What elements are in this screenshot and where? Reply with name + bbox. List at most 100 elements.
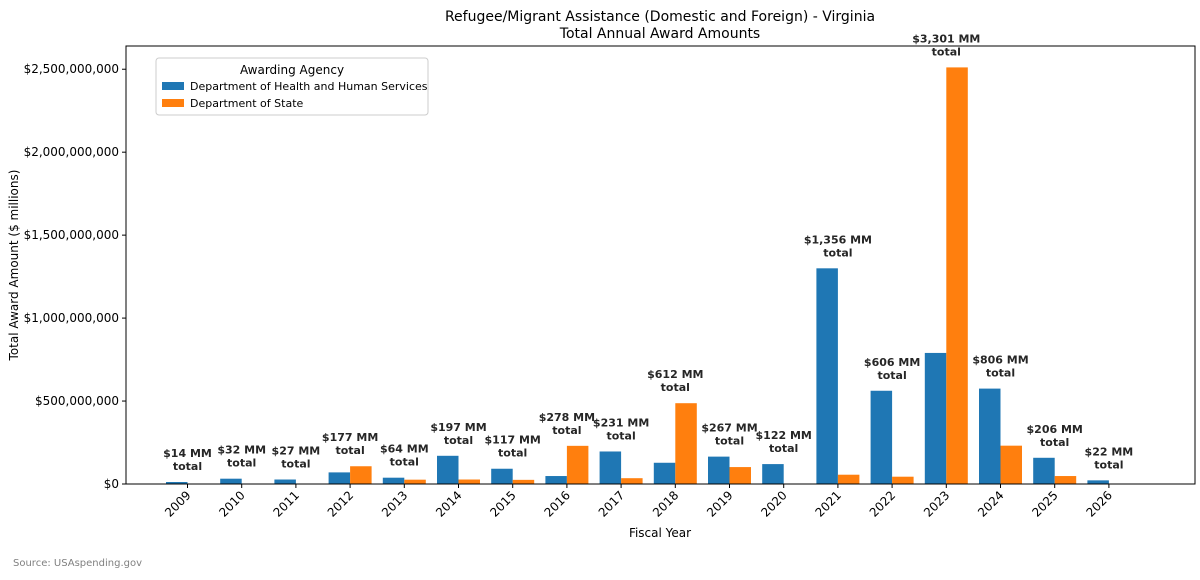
x-tick-label-2024: 2024 (975, 488, 1006, 519)
total-sublabel-2009: total (173, 460, 202, 473)
bar-hhs-2014 (437, 455, 459, 484)
bar-hhs-2025 (1033, 457, 1055, 484)
bar-hhs-2018 (653, 462, 676, 484)
total-sublabel-2017: total (606, 429, 635, 442)
x-tick-label-2013: 2013 (379, 488, 410, 519)
x-axis: 2009 2010 2011 2012 2013 2014 2015 2016 2017 2018… (162, 484, 1115, 520)
bar-hhs-2011 (274, 479, 296, 484)
x-tick-label-2020: 2020 (758, 488, 789, 519)
total-sublabel-2024: total (986, 367, 1015, 380)
bar-state-2017 (621, 478, 643, 484)
x-axis-label: Fiscal Year (629, 526, 691, 540)
total-label-2017: $231 MM (593, 416, 649, 429)
x-tick-label-2019: 2019 (704, 488, 735, 519)
bar-hhs-2020 (762, 464, 784, 484)
total-label-2026: $22 MM (1085, 445, 1134, 458)
total-sublabel-2021: total (823, 246, 852, 259)
x-tick-label-2018: 2018 (650, 488, 681, 519)
total-sublabel-2012: total (335, 444, 364, 457)
total-sublabel-2023: total (932, 45, 961, 58)
total-label-2015: $117 MM (485, 434, 541, 447)
total-label-2018: $612 MM (647, 368, 703, 381)
total-sublabel-2018: total (661, 381, 690, 394)
total-label-2023: $3,301 MM (912, 32, 980, 45)
bar-state-2025 (1054, 476, 1077, 484)
total-label-2011: $27 MM (272, 445, 321, 458)
bar-state-2016 (566, 445, 589, 484)
x-tick-label-2016: 2016 (542, 488, 573, 519)
legend-title: Awarding Agency (240, 63, 344, 77)
total-label-2013: $64 MM (380, 443, 429, 456)
x-tick-label-2011: 2011 (271, 488, 302, 519)
total-label-2019: $267 MM (701, 422, 757, 435)
total-sublabel-2011: total (281, 458, 310, 471)
x-tick-label-2026: 2026 (1084, 488, 1115, 519)
total-label-2020: $122 MM (756, 429, 812, 442)
chart-subtitle: Total Annual Award Amounts (559, 26, 760, 42)
x-tick-label-2009: 2009 (162, 488, 193, 519)
x-tick-label-2015: 2015 (487, 488, 518, 519)
bar-state-2021 (837, 474, 860, 484)
total-label-2010: $32 MM (217, 444, 266, 457)
bar-hhs-2015 (491, 468, 513, 484)
x-tick-label-2010: 2010 (216, 488, 247, 519)
total-label-2021: $1,356 MM (804, 233, 872, 246)
total-label-2022: $606 MM (864, 356, 920, 369)
chart-title: Refugee/Migrant Assistance (Domestic and… (445, 9, 875, 25)
total-sublabel-2016: total (552, 424, 581, 437)
legend-swatch-state (162, 99, 184, 107)
total-label-2014: $197 MM (430, 421, 486, 434)
x-tick-label-2017: 2017 (596, 488, 627, 519)
bar-hhs-2026 (1087, 480, 1109, 484)
total-sublabel-2025: total (1040, 436, 1069, 449)
x-tick-label-2025: 2025 (1029, 488, 1060, 519)
total-sublabel-2013: total (390, 456, 419, 469)
y-tick-label-4: $2,000,000,000 (24, 145, 119, 159)
bar-group (166, 67, 1109, 484)
total-sublabel-2015: total (498, 447, 527, 460)
x-tick-label-2014: 2014 (433, 488, 464, 519)
y-axis-label: Total Award Amount ($ millions) (7, 170, 21, 362)
y-tick-label-3: $1,500,000,000 (24, 228, 119, 242)
legend-label-state: Department of State (190, 97, 304, 110)
y-axis: $0 $500,000,000 $1,000,000,000 $1,500,000,0… (24, 62, 126, 491)
bar-hhs-2013 (382, 477, 405, 484)
bar-state-2019 (729, 467, 751, 484)
bar-state-2022 (892, 476, 914, 484)
total-sublabel-2026: total (1094, 458, 1123, 471)
bar-state-2015 (512, 479, 535, 484)
bar-hhs-2024 (979, 388, 1001, 484)
bar-hhs-2016 (545, 476, 567, 484)
total-label-2025: $206 MM (1027, 423, 1083, 436)
total-label-2016: $278 MM (539, 411, 595, 424)
bar-hhs-2023 (924, 352, 947, 484)
bar-state-2012 (350, 466, 372, 484)
y-tick-label-5: $2,500,000,000 (24, 62, 119, 76)
plot-frame (125, 45, 1196, 485)
y-tick-label-2: $1,000,000,000 (24, 311, 119, 325)
total-label-2024: $806 MM (972, 354, 1028, 367)
total-sublabel-2022: total (877, 369, 906, 382)
bar-hhs-2021 (816, 268, 838, 484)
x-tick-label-2023: 2023 (921, 488, 952, 519)
bar-hhs-2017 (599, 451, 622, 484)
total-sublabel-2019: total (715, 435, 744, 448)
total-label-2012: $177 MM (322, 431, 378, 444)
bar-state-2014 (458, 479, 480, 484)
y-tick-label-1: $500,000,000 (35, 394, 119, 408)
legend: Awarding Agency Department of Health and… (155, 57, 429, 116)
bar-state-2013 (404, 479, 426, 484)
x-tick-label-2022: 2022 (867, 488, 898, 519)
total-sublabel-2014: total (444, 434, 473, 447)
bar-state-2023 (946, 67, 968, 484)
bar-hhs-2012 (328, 472, 351, 484)
y-tick-label-0: $0 (104, 477, 119, 491)
total-label-2009: $14 MM (163, 447, 212, 460)
legend-swatch-hhs (162, 82, 184, 90)
bar-hhs-2010 (220, 478, 242, 484)
bar-hhs-2019 (708, 456, 730, 484)
bar-state-2024 (1000, 445, 1022, 484)
total-sublabel-2020: total (769, 442, 798, 455)
